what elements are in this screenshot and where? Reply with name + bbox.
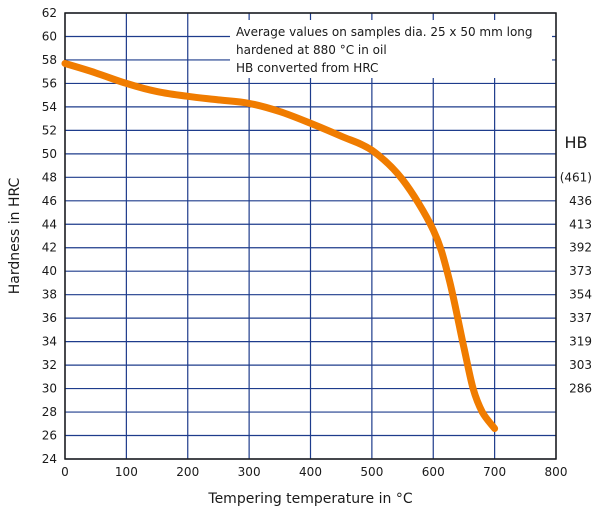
- hb-axis: HB (461) 436 413 392 373 354 337 319 303 286: [560, 133, 592, 395]
- x-axis-label: Tempering temperature in °C: [207, 491, 412, 507]
- annotation-line: HB converted from HRC: [236, 61, 378, 75]
- y-tick-label: 46: [42, 194, 57, 208]
- annotation-line: hardened at 880 °C in oil: [236, 43, 387, 57]
- series-line: [61, 60, 499, 432]
- grid: [64, 12, 557, 460]
- y-tick-label: 44: [42, 217, 57, 231]
- y-tick-label: 58: [42, 53, 57, 67]
- y-tick-label: 28: [42, 405, 57, 419]
- hb-tick-label: 286: [569, 382, 592, 396]
- y-tick-label: 50: [42, 147, 57, 161]
- plot-frame: [64, 12, 557, 460]
- y-tick-labels: 24 26 28 30 32 34 36 38 40 42 44 46 48 50 52 54 56 58 60 62: [42, 6, 57, 466]
- x-tick-label: 100: [115, 465, 138, 479]
- y-tick-label: 40: [42, 264, 57, 278]
- x-tick-label: 400: [299, 465, 322, 479]
- y-tick-label: 52: [42, 123, 57, 137]
- x-tick-label: 0: [61, 465, 69, 479]
- hb-tick-label: 337: [569, 311, 592, 325]
- y-tick-label: 24: [42, 452, 57, 466]
- hb-tick-label: 413: [569, 217, 592, 231]
- annotation-background: [230, 20, 552, 78]
- hb-tick-label: 354: [569, 288, 592, 302]
- y-tick-label: 60: [42, 29, 57, 43]
- x-tick-label: 500: [360, 465, 383, 479]
- y-tick-label: 42: [42, 241, 57, 255]
- y-tick-label: 62: [42, 6, 57, 20]
- hb-tick-label: 436: [569, 194, 592, 208]
- hb-tick-label: 319: [569, 335, 592, 349]
- y-tick-label: 26: [42, 429, 57, 443]
- y-tick-label: 38: [42, 288, 57, 302]
- x-tick-label: 600: [422, 465, 445, 479]
- hb-tick-label: (461): [560, 170, 592, 184]
- y-tick-label: 30: [42, 382, 57, 396]
- annotation: Average values on samples dia. 25 x 50 m…: [236, 25, 533, 75]
- y-tick-label: 34: [42, 335, 57, 349]
- x-tick-label: 700: [483, 465, 506, 479]
- y-axis-label: Hardness in HRC: [7, 177, 23, 294]
- x-tick-labels: 0 100 200 300 400 500 600 700 800: [61, 465, 567, 479]
- hb-tick-label: 303: [569, 358, 592, 372]
- hb-tick-label: 373: [569, 264, 592, 278]
- y-tick-label: 54: [42, 100, 57, 114]
- x-tick-label: 800: [545, 465, 568, 479]
- x-tick-label: 200: [176, 465, 199, 479]
- x-tick-label: 300: [238, 465, 261, 479]
- hb-axis-title: HB: [564, 133, 587, 152]
- annotation-line: Average values on samples dia. 25 x 50 m…: [236, 25, 533, 39]
- y-tick-label: 32: [42, 358, 57, 372]
- y-tick-label: 48: [42, 170, 57, 184]
- y-tick-label: 36: [42, 311, 57, 325]
- y-tick-label: 56: [42, 76, 57, 90]
- series-layer: [61, 60, 499, 432]
- hb-tick-label: 392: [569, 241, 592, 255]
